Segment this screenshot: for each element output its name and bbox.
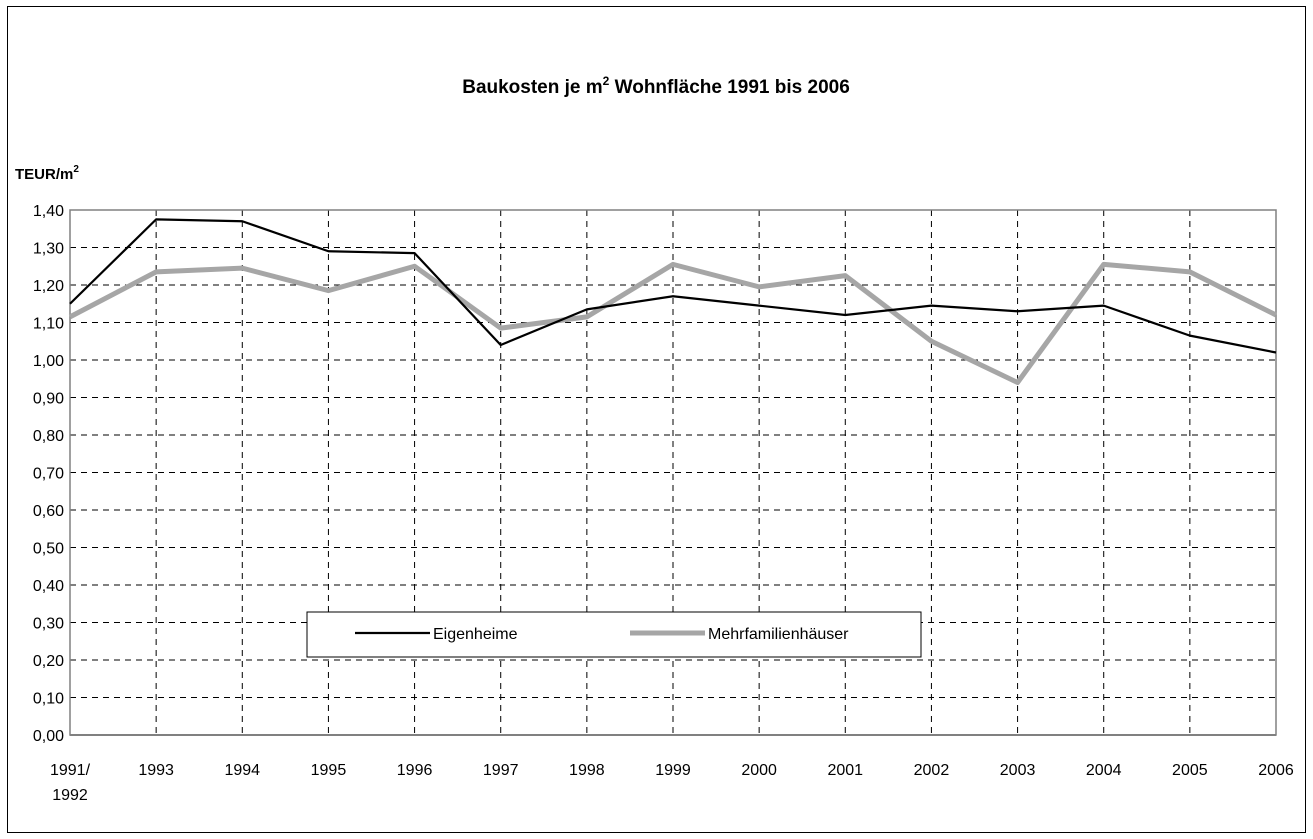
- x-tick-label: 1997: [483, 762, 519, 779]
- x-tick-label: 1999: [655, 762, 691, 779]
- y-axis: 0,00 0,10 0,20 0,30 0,40 0,50 0,60 0,70 0,80 0,90…: [33, 203, 64, 745]
- y-tick-label: 0,10: [33, 691, 64, 708]
- x-tick-label: 1994: [224, 762, 260, 779]
- x-tick-label: 2001: [827, 762, 863, 779]
- y-tick-label: 0,80: [33, 428, 64, 445]
- x-tick-label: 2004: [1086, 762, 1122, 779]
- series-line-eigenheime: [69, 218, 1277, 354]
- y-tick-label: 1,30: [33, 241, 64, 258]
- y-tick-label: 0,30: [33, 616, 64, 633]
- legend-label-eigenheime: Eigenheime: [433, 626, 518, 643]
- y-tick-label: 0,50: [33, 541, 64, 558]
- title-superscript: 2: [603, 74, 610, 88]
- chart-frame: [7, 6, 1306, 833]
- x-tick-label: 1998: [569, 762, 605, 779]
- y-tick-label: 0,40: [33, 578, 64, 595]
- chart-title: Baukosten je m2 Wohnfläche 1991 bis 2006: [462, 74, 850, 98]
- unit-superscript: 2: [73, 164, 79, 175]
- legend-label-mehrfamilienhaeuser: Mehrfamilienhäuser: [708, 626, 849, 643]
- x-tick-label: 1995: [311, 762, 347, 779]
- y-tick-label: 1,00: [33, 353, 64, 370]
- series-line-mehrfamilienhaeuser: [68, 261, 1278, 385]
- plot-area: [69, 209, 1277, 736]
- y-axis-unit-label: TEUR/m2: [15, 164, 79, 183]
- x-axis: 1991/1992 1993 1994 1995 1996 1997 1998 1999 200…: [50, 762, 1294, 804]
- y-tick-label: 0,20: [33, 653, 64, 670]
- x-tick-label: 2003: [1000, 762, 1036, 779]
- y-tick-label: 0,00: [33, 728, 64, 745]
- series-layer: [68, 218, 1278, 385]
- y-tick-label: 1,20: [33, 278, 64, 295]
- legend: Eigenheime Mehrfamilienhäuser: [306, 611, 922, 658]
- legend-box: [306, 611, 922, 658]
- x-tick-label: 1993: [138, 762, 174, 779]
- x-tick-label: 2006: [1258, 762, 1294, 779]
- x-tick-label: 2000: [741, 762, 777, 779]
- x-tick-label: 1996: [397, 762, 433, 779]
- y-tick-label: 0,90: [33, 391, 64, 408]
- x-tick-label: 1991/1992: [50, 762, 91, 804]
- y-tick-label: 1,40: [33, 203, 64, 220]
- y-tick-label: 0,60: [33, 503, 64, 520]
- x-tick-label: 2005: [1172, 762, 1208, 779]
- x-tick-label: 2002: [914, 762, 950, 779]
- y-tick-label: 1,10: [33, 316, 64, 333]
- y-tick-label: 0,70: [33, 466, 64, 483]
